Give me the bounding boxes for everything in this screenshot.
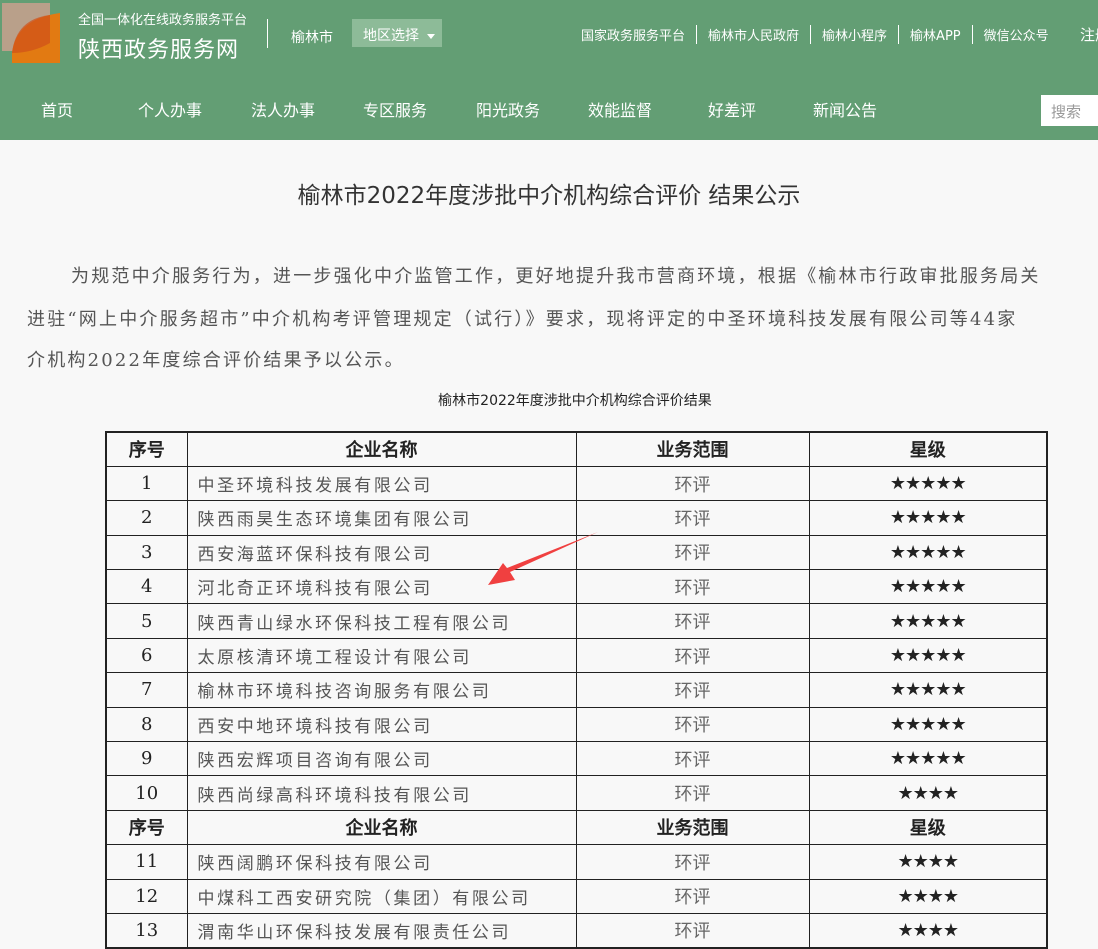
business-scope: 环评	[575, 637, 810, 674]
paragraph-line: 介机构2022年度综合评价结果予以公示。	[27, 350, 405, 371]
row-number: 3	[105, 534, 188, 571]
star-rating: ★★★★★	[808, 534, 1048, 571]
business-scope: 环评	[575, 706, 810, 743]
star-rating: ★★★★★	[808, 569, 1048, 605]
star-rating: ★★★★★	[808, 603, 1048, 639]
register-link[interactable]: 注册	[1080, 26, 1098, 44]
nav-personal[interactable]: 个人办事	[138, 101, 203, 120]
star-rating: ★★★★	[808, 912, 1048, 949]
company-name: 中圣环境科技发展有限公司	[186, 465, 577, 502]
site-header: 全国一体化在线政务服务平台 陕西政务服务网 榆林市 地区选择 国家政务服务平台 …	[0, 0, 1098, 140]
column-header: 业务范围	[575, 431, 810, 467]
row-number: 1	[105, 465, 188, 502]
business-scope: 环评	[575, 603, 810, 639]
star-rating: ★★★★★	[808, 465, 1048, 502]
business-scope: 环评	[575, 534, 810, 571]
nav-supervision[interactable]: 效能监督	[588, 101, 653, 120]
site-logo[interactable]	[2, 3, 60, 63]
divider	[267, 19, 268, 48]
table-row: 5 陕西青山绿水环保科技工程有限公司 环评 ★★★★★	[105, 603, 1048, 639]
link-wechat[interactable]: 微信公众号	[971, 25, 1060, 44]
business-scope: 环评	[575, 844, 810, 880]
current-city: 榆林市	[291, 30, 333, 46]
column-header: 企业名称	[186, 431, 577, 467]
row-number: 8	[105, 706, 188, 743]
caret-down-icon	[427, 33, 435, 39]
link-national-platform[interactable]: 国家政务服务平台	[581, 29, 686, 44]
link-mini-program[interactable]: 榆林小程序	[810, 25, 898, 44]
table-row: 6 太原核清环境工程设计有限公司 环评 ★★★★★	[105, 637, 1048, 674]
star-rating: ★★★★★	[808, 500, 1048, 536]
paragraph-line: 为规范中介服务行为，进一步强化中介监管工作，更好地提升我市营商环境，根据《榆林市…	[71, 266, 1041, 287]
link-app[interactable]: 榆林APP	[898, 25, 972, 44]
column-header: 星级	[808, 809, 1048, 846]
company-name: 陕西青山绿水环保科技工程有限公司	[186, 603, 577, 639]
page-title: 榆林市2022年度涉批中介机构综合评价 结果公示	[297, 183, 801, 209]
nav-corporate[interactable]: 法人办事	[251, 101, 316, 120]
business-scope: 环评	[575, 569, 810, 605]
region-select-button[interactable]: 地区选择	[352, 19, 442, 47]
nav-sunshine[interactable]: 阳光政务	[476, 101, 541, 120]
nav-news[interactable]: 新闻公告	[813, 101, 878, 120]
site-name[interactable]: 陕西政务服务网	[78, 38, 240, 63]
company-name: 西安海蓝环保科技有限公司	[186, 534, 577, 571]
table-row: 1 中圣环境科技发展有限公司 环评 ★★★★★	[105, 465, 1048, 502]
company-name: 榆林市环境科技咨询服务有限公司	[186, 672, 577, 708]
business-scope: 环评	[575, 500, 810, 536]
company-name: 太原核清环境工程设计有限公司	[186, 637, 577, 674]
business-scope: 环评	[575, 775, 810, 811]
company-name: 中煤科工西安研究院（集团）有限公司	[186, 878, 577, 914]
row-number: 10	[105, 775, 188, 811]
table-header-row: 序号 企业名称 业务范围 星级	[105, 809, 1048, 846]
table-row: 2 陕西雨昊生态环境集团有限公司 环评 ★★★★★	[105, 500, 1048, 536]
company-name: 陕西宏辉项目咨询有限公司	[186, 741, 577, 777]
search-input[interactable]: 搜索	[1041, 95, 1098, 126]
table-row: 11 陕西阔鹏环保科技有限公司 环评 ★★★★	[105, 844, 1048, 880]
table-row: 3 西安海蓝环保科技有限公司 环评 ★★★★★	[105, 534, 1048, 571]
table-row: 8 西安中地环境科技有限公司 环评 ★★★★★	[105, 706, 1048, 743]
row-number: 9	[105, 741, 188, 777]
table-header-row: 序号 企业名称 业务范围 星级	[105, 431, 1048, 467]
company-name: 渭南华山环保科技发展有限责任公司	[186, 912, 577, 949]
column-header: 星级	[808, 431, 1048, 467]
region-select-label: 地区选择	[363, 28, 419, 44]
link-yulin-gov[interactable]: 榆林市人民政府	[696, 25, 810, 44]
platform-label: 全国一体化在线政务服务平台	[78, 13, 248, 28]
star-rating: ★★★★★	[808, 741, 1048, 777]
row-number: 13	[105, 912, 188, 949]
nav-home[interactable]: 首页	[41, 101, 74, 120]
top-links: 国家政务服务平台 榆林市人民政府 榆林小程序 榆林APP 微信公众号	[581, 25, 1060, 44]
table-row: 9 陕西宏辉项目咨询有限公司 环评 ★★★★★	[105, 741, 1048, 777]
table-row: 12 中煤科工西安研究院（集团）有限公司 环评 ★★★★	[105, 878, 1048, 914]
nav-rating[interactable]: 好差评	[708, 101, 757, 120]
company-name: 陕西雨昊生态环境集团有限公司	[186, 500, 577, 536]
nav-special[interactable]: 专区服务	[363, 101, 428, 120]
arrow-icon	[488, 532, 598, 585]
table-row: 13 渭南华山环保科技发展有限责任公司 环评 ★★★★	[105, 912, 1048, 949]
table-row: 10 陕西尚绿高科环境科技有限公司 环评 ★★★★	[105, 775, 1048, 811]
table-caption: 榆林市2022年度涉批中介机构综合评价结果	[438, 393, 712, 409]
paragraph-line: 进驻“网上中介服务超市”中介机构考评管理规定（试行）》要求，现将评定的中圣环境科…	[27, 309, 1018, 330]
star-rating: ★★★★★	[808, 672, 1048, 708]
company-name: 西安中地环境科技有限公司	[186, 706, 577, 743]
table-row: 7 榆林市环境科技咨询服务有限公司 环评 ★★★★★	[105, 672, 1048, 708]
business-scope: 环评	[575, 912, 810, 949]
business-scope: 环评	[575, 672, 810, 708]
